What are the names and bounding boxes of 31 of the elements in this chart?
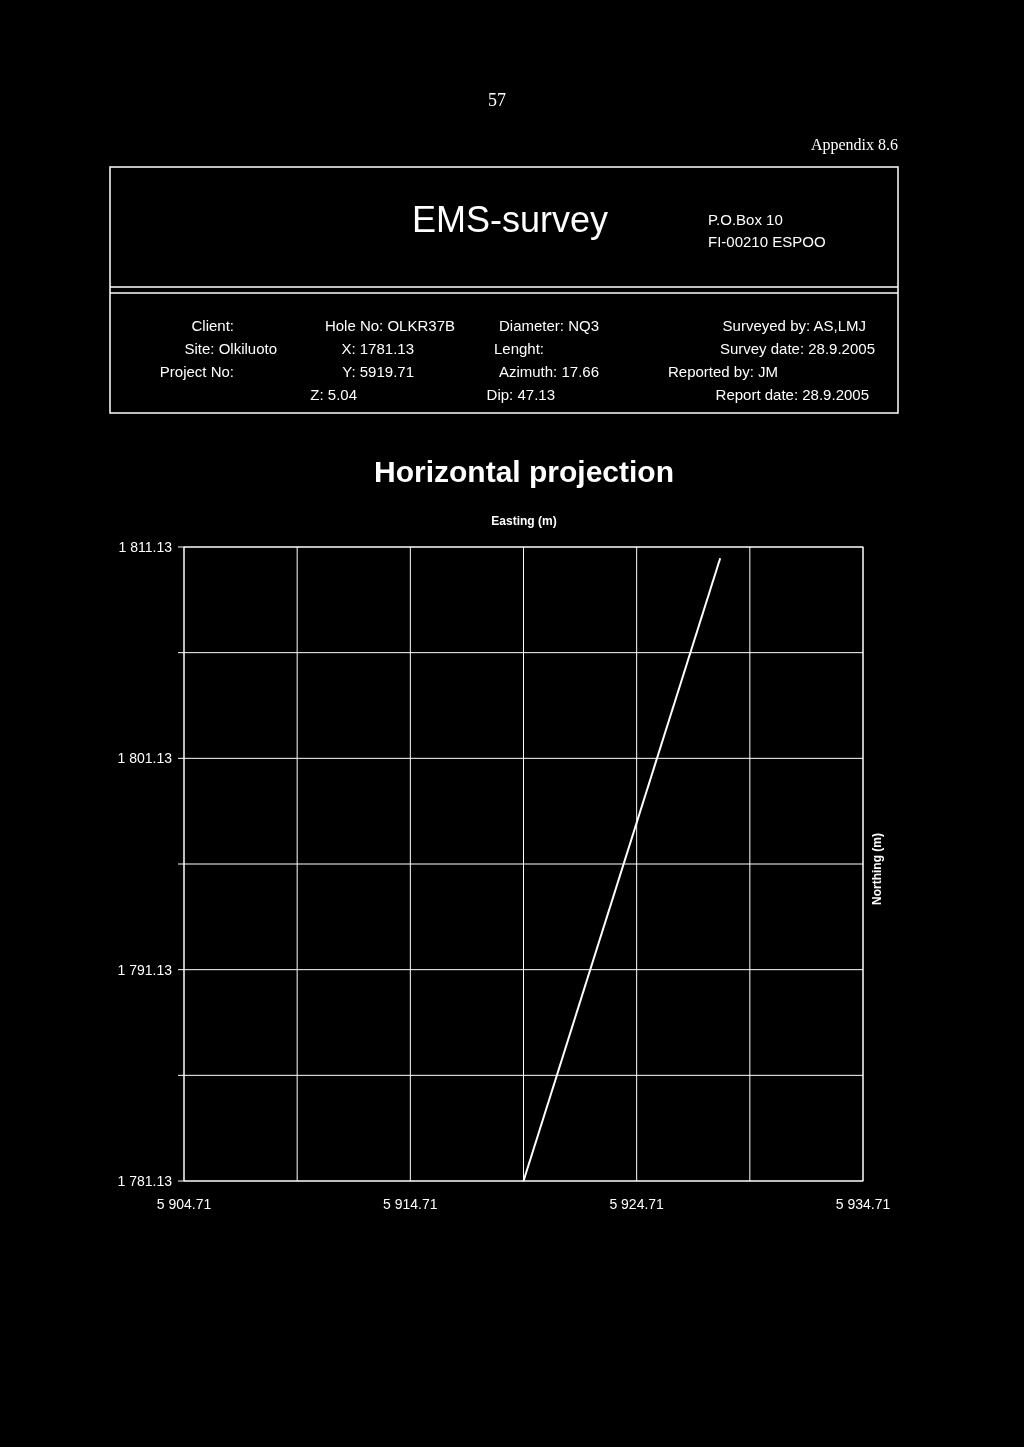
text: P.O.Box 10: [708, 211, 783, 228]
text: Dip: 47.13: [486, 386, 555, 403]
text: Hole No: OLKR37B: [324, 317, 455, 334]
text: Report date: 28.9.2005: [715, 386, 869, 403]
x-tick-label: 5 914.71: [383, 1196, 438, 1212]
x-axis-title: Easting (m): [491, 514, 557, 528]
chart-title: Horizontal projection: [374, 455, 674, 488]
text: Z: 5.04: [310, 386, 357, 403]
text: Y: 5919.71: [342, 363, 414, 380]
text: Reported by: JM: [667, 363, 778, 380]
x-tick-label: 5 924.71: [609, 1196, 665, 1212]
y-tick-label: 1 811.13: [118, 539, 173, 555]
text: Azimuth: 17.66: [498, 363, 599, 380]
y-axis-title: Northing (m): [870, 833, 884, 905]
text: Lenght:: [493, 340, 544, 357]
text: Survey date: 28.9.2005: [719, 340, 875, 357]
text: Client:: [191, 317, 234, 334]
y-tick-label: 1 781.13: [117, 1173, 173, 1189]
text: Appendix 8.6: [810, 136, 898, 154]
text: EMS-survey: [411, 199, 609, 240]
text: FI-00210 ESPOO: [708, 233, 826, 250]
text: X: 1781.13: [341, 340, 414, 357]
text: Site: Olkiluoto: [184, 340, 277, 357]
text: Project No:: [159, 363, 234, 380]
y-tick-label: 1 801.13: [117, 750, 173, 767]
text: Diameter: NQ3: [498, 317, 599, 334]
text: 57: [488, 90, 506, 110]
text: Surveyed by: AS,LMJ: [722, 317, 866, 334]
y-tick-label: 1 791.13: [117, 961, 173, 978]
x-tick-label: 5 904.71: [156, 1196, 212, 1212]
x-tick-label: 5 934.71: [835, 1196, 891, 1212]
